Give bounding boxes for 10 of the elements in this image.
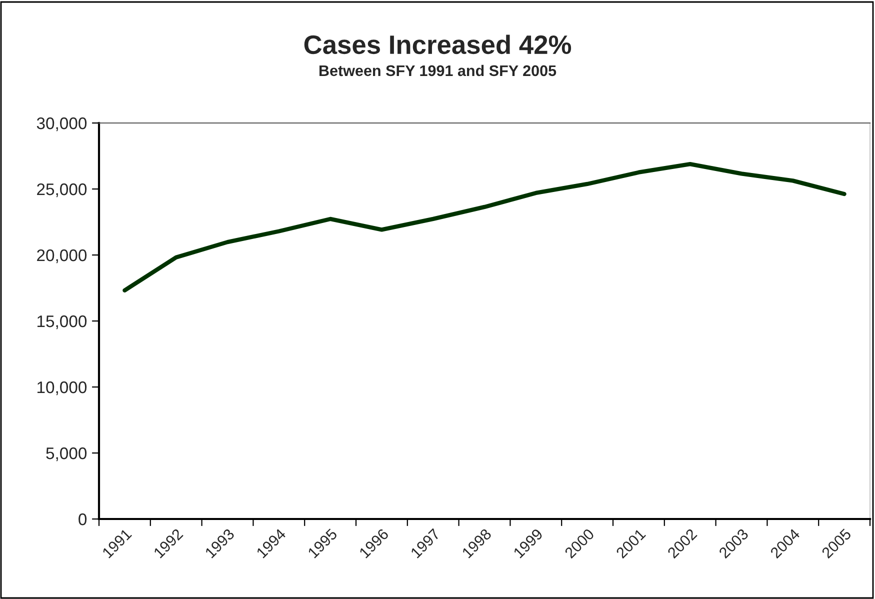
y-tick-label: 30,000 <box>36 117 87 132</box>
y-tick-label: 15,000 <box>37 315 87 330</box>
y-tick-label: 5,000 <box>46 447 87 462</box>
y-tick-label: 10,000 <box>37 381 87 396</box>
y-tick-label: 0 <box>78 513 87 526</box>
y-tick-label: 20,000 <box>37 249 87 264</box>
chart-title: Cases Increased 42% <box>304 34 572 54</box>
y-tick-label: 25,000 <box>37 183 87 198</box>
line-series <box>122 162 846 292</box>
chart-subtitle: Between SFY 1991 and SFY 2005 <box>319 64 556 76</box>
